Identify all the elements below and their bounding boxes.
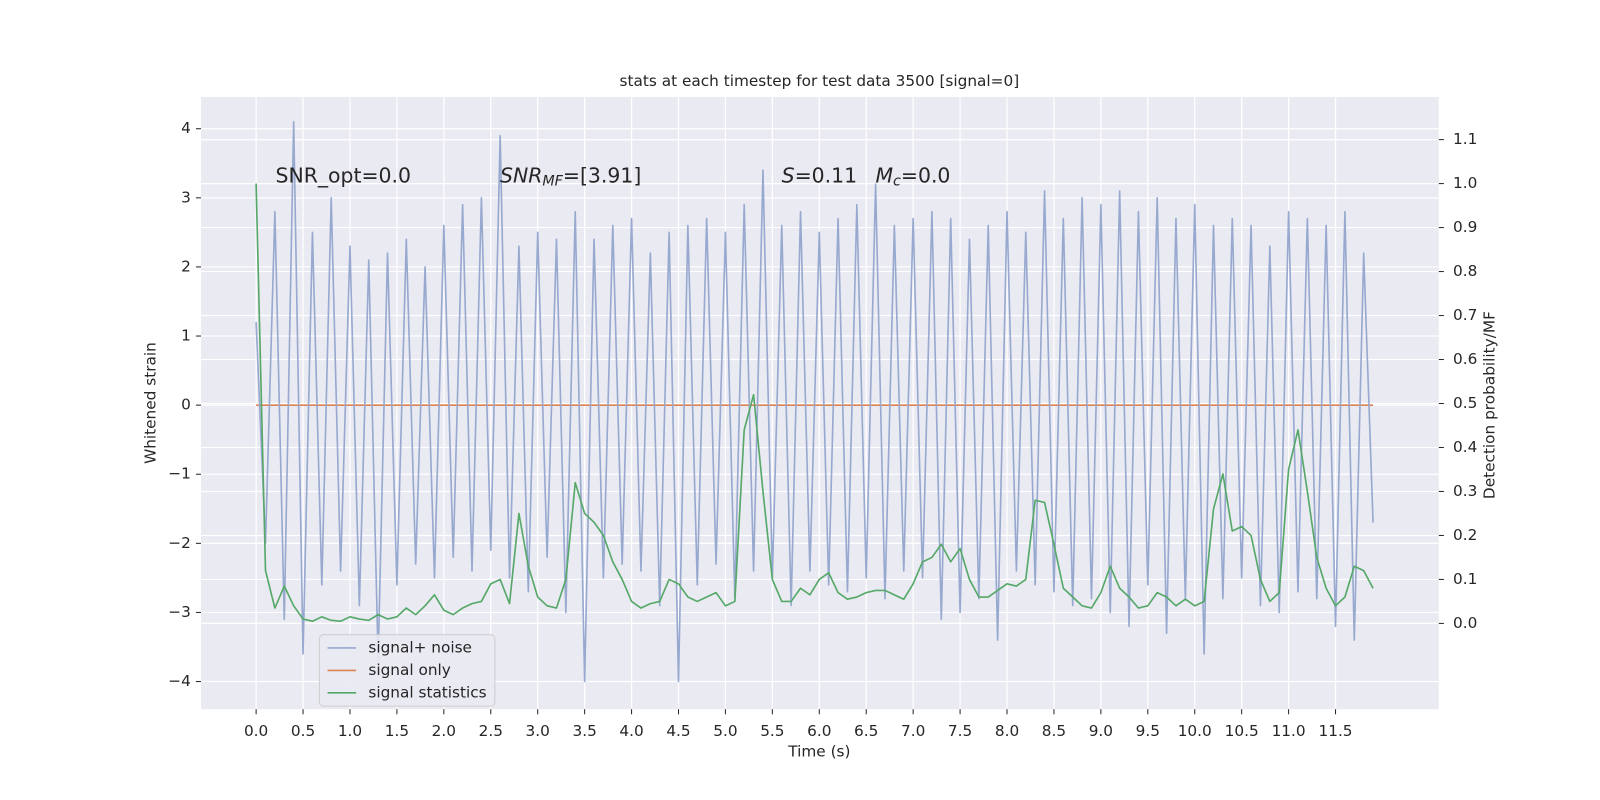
grid: [201, 96, 1439, 710]
annotation-symbol: S: [782, 164, 795, 188]
annotation-sub: c: [893, 174, 901, 190]
x-tick-label: 3.0: [526, 722, 550, 740]
y2-tick-label: 0.4: [1453, 438, 1477, 456]
annotation-sub: MF: [542, 174, 563, 190]
annotation-text: =0.11: [795, 164, 858, 188]
legend-label: signal statistics: [368, 683, 486, 701]
x-tick-label: 9.5: [1136, 722, 1160, 740]
y-tick-label: −4: [168, 672, 191, 690]
x-tick-label: 5.0: [713, 722, 737, 740]
x-tick-label: 1.0: [338, 722, 362, 740]
legend-label: signal only: [368, 661, 450, 679]
x-tick-label: 11.5: [1318, 722, 1352, 740]
x-tick-label: 4.0: [619, 722, 643, 740]
x-tick-label: 2.5: [479, 722, 503, 740]
x-tick-label: 4.5: [666, 722, 690, 740]
x-tick-label: 9.0: [1089, 722, 1113, 740]
y2-tick-label: 0.1: [1453, 570, 1477, 588]
x-tick-label: 5.5: [760, 722, 784, 740]
y-tick-label: 1: [181, 327, 191, 345]
x-tick-label: 10.5: [1225, 722, 1259, 740]
x-tick-label: 8.0: [995, 722, 1019, 740]
y-tick-label: −3: [168, 603, 191, 621]
y-tick-label: 2: [181, 257, 191, 275]
x-tick-label: 11.0: [1272, 722, 1306, 740]
y2-tick-label: 1.0: [1453, 174, 1477, 192]
x-tick-label: 7.0: [901, 722, 925, 740]
y-tick-label: −1: [168, 465, 191, 483]
x-tick-label: 7.5: [948, 722, 972, 740]
annotation-text: =0.0: [901, 164, 951, 188]
y-tick-label: 3: [181, 188, 191, 206]
y2-tick-label: 0.5: [1453, 394, 1477, 412]
y2-axis-label: Detection probability/MF: [1480, 311, 1498, 499]
y2-tick-label: 0.3: [1453, 482, 1477, 500]
y2-tick-label: 0.7: [1453, 306, 1477, 324]
legend-label: signal+ noise: [368, 638, 472, 656]
x-tick-label: 3.5: [572, 722, 596, 740]
y2-tick-label: 0.9: [1453, 218, 1477, 236]
annotation-symbol: SNR: [500, 164, 542, 188]
annotation: SNRMF=[3.91]: [500, 164, 641, 190]
x-tick-label: 10.0: [1178, 722, 1212, 740]
annotation-symbol: M: [875, 164, 893, 188]
y2-tick-label: 0.2: [1453, 526, 1477, 544]
annotation: S=0.11 Mc=0.0: [782, 164, 951, 190]
series-group: [255, 121, 1374, 683]
annotation-text: =[3.91]: [563, 164, 641, 188]
series-line: [255, 121, 1374, 683]
y2-tick-label: 0.0: [1453, 614, 1477, 632]
y-tick-label: 0: [181, 396, 191, 414]
x-tick-label: 1.5: [385, 722, 409, 740]
x-tick-label: 0.5: [291, 722, 315, 740]
y-tick-label: 4: [181, 119, 191, 137]
annotation: SNR_opt=0.0: [276, 164, 412, 189]
y-tick-label: −2: [168, 534, 191, 552]
x-tick-label: 6.5: [854, 722, 878, 740]
x-tick-label: 8.5: [1042, 722, 1066, 740]
legend: signal+ noise signal only signal statistic…: [318, 634, 496, 707]
x-tick-label: 6.0: [807, 722, 831, 740]
chart-title: stats at each timestep for test data 350…: [620, 72, 1020, 90]
series-line: [255, 183, 1374, 623]
x-axis-label: Time (s): [787, 743, 850, 761]
legend-box: [318, 634, 496, 707]
y2-tick-label: 0.8: [1453, 262, 1477, 280]
y-axis-label: Whitened strain: [142, 342, 160, 464]
y2-tick-label: 1.1: [1453, 130, 1477, 148]
x-tick-label: 0.0: [244, 722, 268, 740]
y2-tick-label: 0.6: [1453, 350, 1477, 368]
x-tick-label: 2.0: [432, 722, 456, 740]
